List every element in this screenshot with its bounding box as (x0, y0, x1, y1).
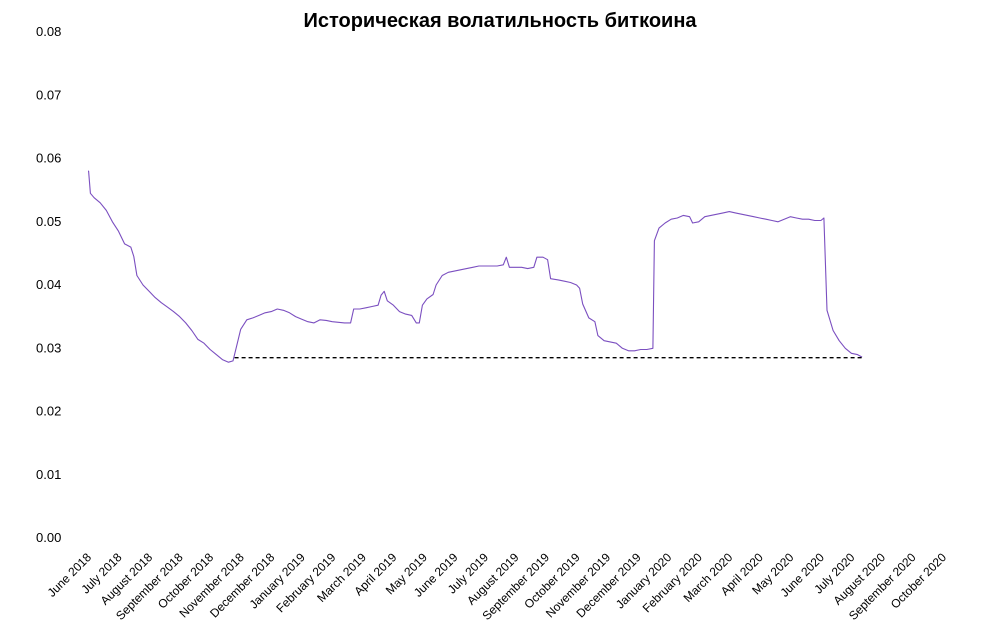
chart-title: Историческая волатильность биткоина (303, 10, 697, 32)
volatility-line (88, 170, 863, 363)
y-tick-label: 0.03 (36, 340, 61, 355)
y-tick-label: 0.04 (36, 277, 61, 292)
series-group (88, 170, 863, 363)
y-tick-label: 0.07 (36, 87, 61, 102)
y-tick-label: 0.06 (36, 151, 61, 166)
y-axis-ticks: 0.00 0.01 0.02 0.03 0.04 0.05 0.06 0.07 0.08 (36, 24, 61, 545)
y-tick-label: 0.00 (36, 530, 61, 545)
y-tick-label: 0.01 (36, 467, 61, 482)
y-tick-label: 0.02 (36, 404, 61, 419)
y-tick-label: 0.05 (36, 214, 61, 229)
y-tick-label: 0.08 (36, 24, 61, 39)
